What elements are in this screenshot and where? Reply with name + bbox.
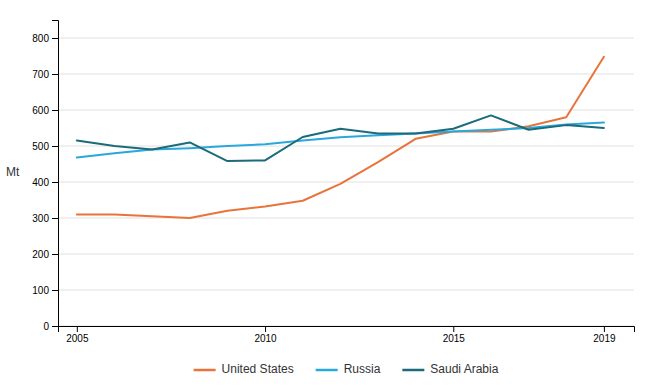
x-tick: 2015 [443,326,466,344]
y-tick-label: 600 [32,105,49,116]
y-tick-mark [52,218,58,219]
y-tick-label: 300 [32,213,49,224]
y-tick-mark [52,146,58,147]
y-tick: 100 [32,285,58,296]
y-tick-label: 200 [32,249,49,260]
plot: 2005 2010 2015 2019 0 100 200 300 400 500 600 700 80… [32,21,634,345]
y-axis-line [52,21,59,327]
y-tick: 500 [32,141,58,152]
legend-item: Russia [316,362,381,376]
x-tick: 2019 [593,326,616,344]
x-tick-label: 2005 [66,333,89,344]
grid [58,38,634,326]
grid-line [58,146,634,147]
chart: 2005 2010 2015 2019 0 100 200 300 400 500 600 700 80… [0,0,658,390]
legend-label: Saudi Arabia [430,362,498,376]
grid-line [58,254,634,255]
y-tick-label: 100 [32,285,49,296]
y-tick: 0 [43,321,58,332]
legend-label: United States [222,362,294,376]
y-axis-title: Mt [6,165,20,179]
y-tick-label: 0 [43,321,49,332]
series-line [77,115,604,161]
y-tick-label: 400 [32,177,49,188]
y-tick: 400 [32,177,58,188]
x-tick-label: 2015 [443,333,466,344]
legend-item: Saudi Arabia [402,362,498,376]
y-tick: 700 [32,69,58,80]
y-tick-label: 800 [32,33,49,44]
y-tick-mark [52,182,58,183]
lines [77,57,604,218]
y-tick-label: 700 [32,69,49,80]
legend-swatch [402,369,424,372]
y-tick-mark [52,74,58,75]
y-axis: 0 100 200 300 400 500 600 700 800 [32,21,58,332]
grid-line [58,74,634,75]
y-tick: 800 [32,33,58,44]
y-tick-mark [52,110,58,111]
x-tick: 2005 [66,326,89,344]
grid-line [58,38,634,39]
x-axis-line [59,327,635,333]
x-tick-mark [453,326,454,332]
x-tick: 2010 [254,326,277,344]
x-tick-mark [265,326,266,332]
x-tick-label: 2019 [593,333,616,344]
legend-swatch [316,369,338,372]
legend-item: United States [194,362,294,376]
legend-label: Russia [344,362,381,376]
y-tick-mark [52,290,58,291]
legend-swatch [194,369,216,372]
legend: United States Russia Saudi Arabia [194,362,499,376]
y-tick: 600 [32,105,58,116]
grid-line [58,290,634,291]
y-tick-mark [52,38,58,39]
y-tick: 300 [32,213,58,224]
x-tick-mark [77,326,78,332]
grid-line [58,218,634,219]
y-tick: 200 [32,249,58,260]
y-tick-mark [52,254,58,255]
grid-line [58,110,634,111]
x-tick-label: 2010 [254,333,277,344]
x-tick-mark [604,326,605,332]
x-axis: 2005 2010 2015 2019 [59,326,635,344]
y-tick-label: 500 [32,141,49,152]
y-tick-mark [52,326,58,327]
series-line [77,57,604,218]
